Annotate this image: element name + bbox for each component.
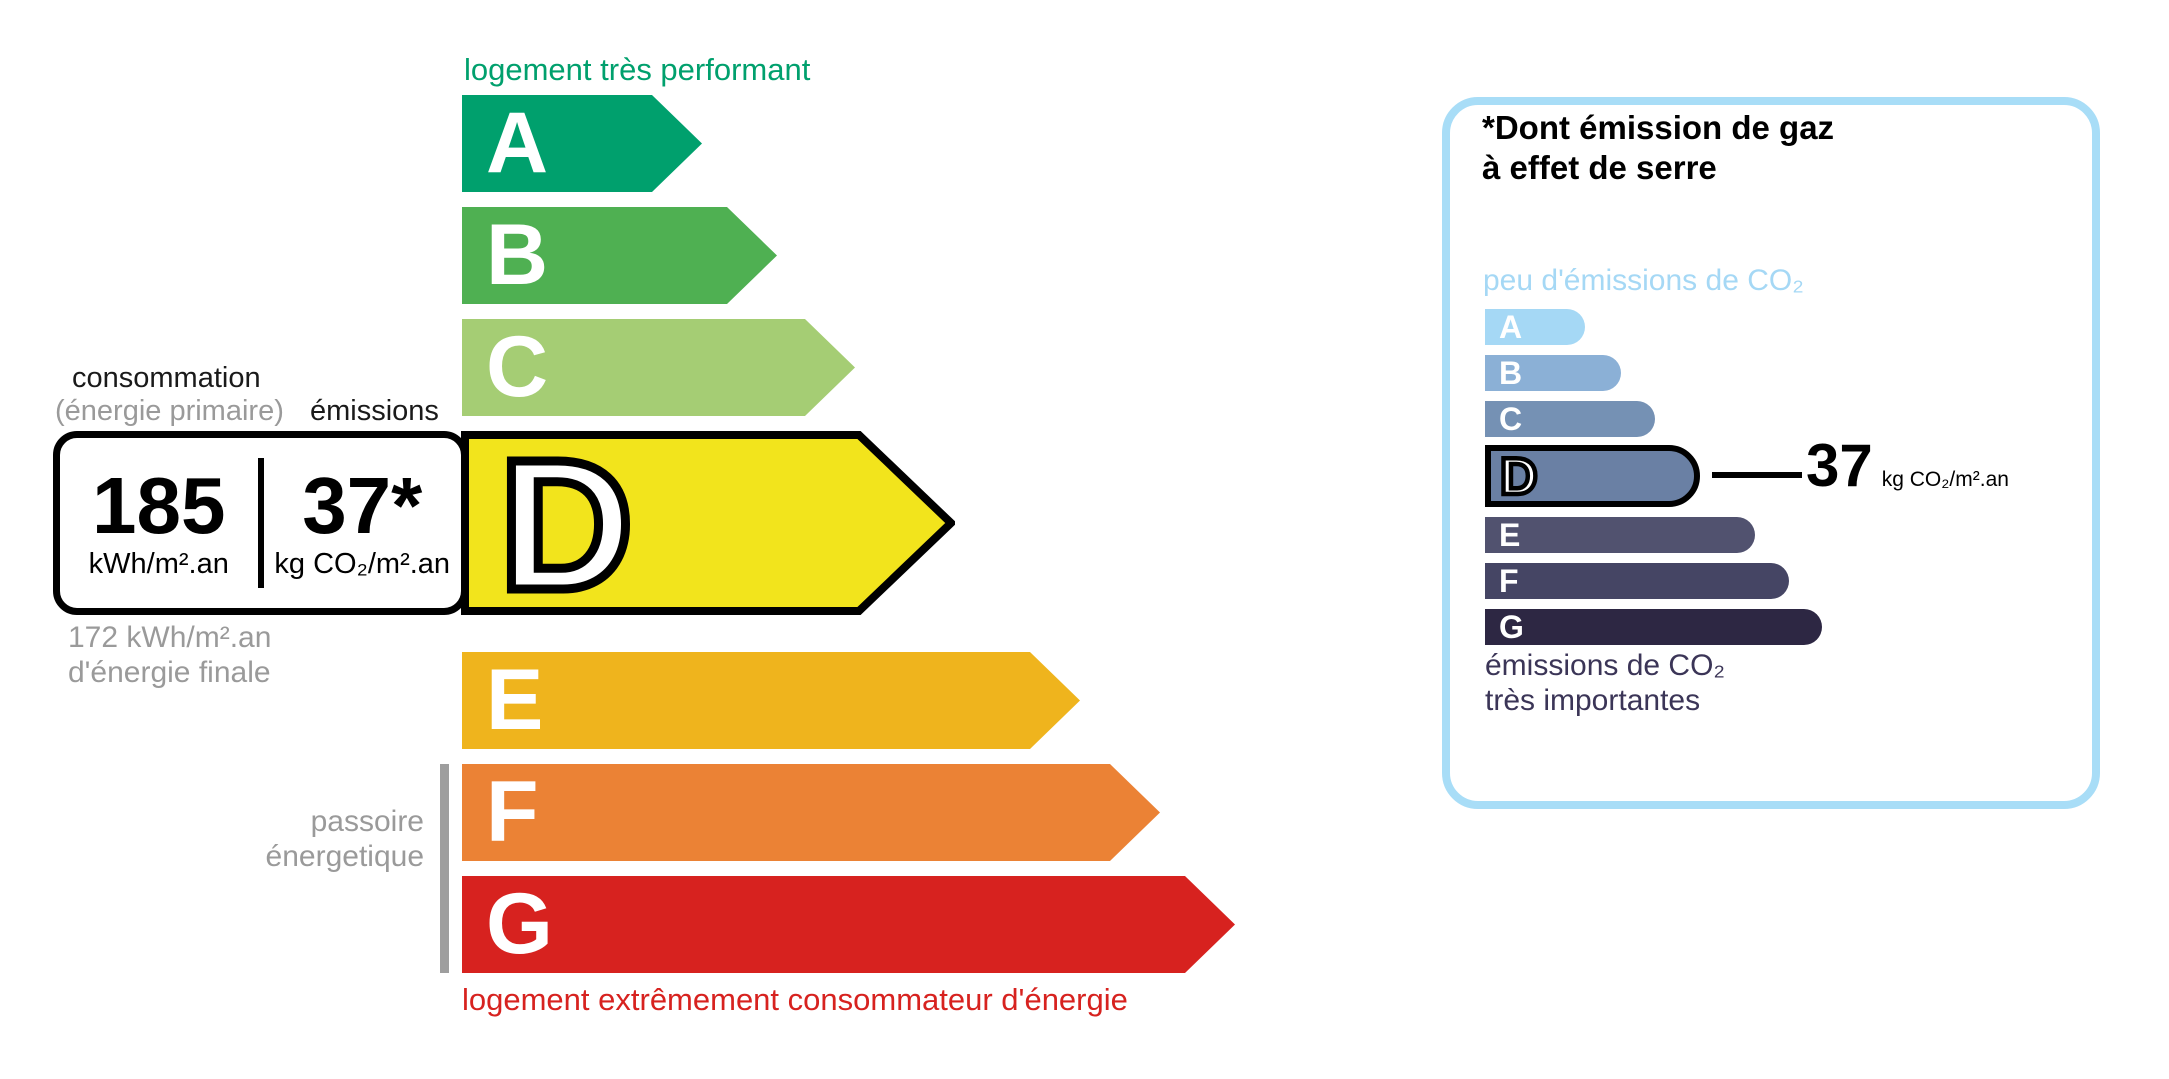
co2-panel-title: *Dont émission de gaz à effet de serre xyxy=(1482,108,1834,188)
co2-low-caption: peu d'émissions de CO₂ xyxy=(1483,264,1804,297)
energy-sieve-line2: énergetique xyxy=(265,840,424,873)
energy-class-g-letter: G xyxy=(486,876,553,972)
co2-value-connector-line xyxy=(1712,472,1802,478)
final-energy-note: 172 kWh/m².an d'énergie finale xyxy=(68,620,271,690)
co2-panel-title-line2: à effet de serre xyxy=(1482,149,1717,186)
co2-class-a-bar: A xyxy=(1485,309,1585,345)
final-energy-line1: 172 kWh/m².an xyxy=(68,621,272,654)
scale-top-caption: logement très performant xyxy=(464,52,811,87)
co2-class-c-letter: C xyxy=(1499,401,1523,437)
co2-class-g-bar: G xyxy=(1485,609,1822,645)
primary-energy-unit: kWh/m².an xyxy=(88,547,229,580)
energy-class-a-letter: A xyxy=(486,95,549,191)
emissions-value: 37* xyxy=(302,460,423,550)
energy-class-c-bar: C xyxy=(462,319,855,416)
co2-class-f-bar: F xyxy=(1485,563,1789,599)
primary-energy-subheader: (énergie primaire) xyxy=(55,395,284,427)
consumption-value-box: 185 kWh/m².an 37* kg CO₂/m².an xyxy=(53,431,468,615)
energy-class-g-bar: G xyxy=(462,876,1235,973)
co2-class-e-letter: E xyxy=(1499,517,1521,553)
final-energy-line2: d'énergie finale xyxy=(68,656,271,689)
co2-high-caption-line1: émissions de CO₂ xyxy=(1485,649,1726,682)
energy-class-f-letter: F xyxy=(486,764,539,860)
emissions-header: émissions xyxy=(310,395,439,427)
co2-class-d-pill: D xyxy=(1485,445,1700,507)
co2-class-a-letter: A xyxy=(1499,309,1523,345)
co2-panel-title-line1: *Dont émission de gaz xyxy=(1482,109,1835,146)
energy-sieve-line1: passoire xyxy=(310,805,424,838)
co2-high-caption: émissions de CO₂ très importantes xyxy=(1485,648,1725,718)
co2-value-number: 37 xyxy=(1806,432,1873,499)
emissions-unit: kg CO₂/m².an xyxy=(274,547,451,580)
primary-energy-value: 185 xyxy=(92,460,226,550)
primary-energy-cell: 185 kWh/m².an xyxy=(60,438,258,608)
co2-value-group: 37 kg CO₂/m².an xyxy=(1806,436,2009,496)
co2-high-caption-line2: très importantes xyxy=(1485,684,1701,717)
energy-class-b-letter: B xyxy=(486,207,549,303)
energy-class-e-letter: E xyxy=(486,652,544,748)
co2-class-d-letter: D xyxy=(1500,448,1538,506)
co2-class-b-letter: B xyxy=(1499,355,1523,391)
co2-value-unit: kg CO₂/m².an xyxy=(1881,468,2009,491)
energy-class-b-bar: B xyxy=(462,207,777,304)
consumption-header: consommation xyxy=(72,362,261,394)
co2-class-g-letter: G xyxy=(1499,609,1524,645)
energy-class-f-bar: F xyxy=(462,764,1160,861)
value-box-divider xyxy=(257,458,264,588)
co2-class-b-bar: B xyxy=(1485,355,1621,391)
co2-class-d-shape xyxy=(1485,445,1700,507)
scale-bottom-caption: logement extrêmement consommateur d'éner… xyxy=(462,982,1128,1017)
energy-class-a-bar: A xyxy=(462,95,702,192)
emissions-cell: 37* kg CO₂/m².an xyxy=(264,438,462,608)
co2-class-e-bar: E xyxy=(1485,517,1755,553)
energy-class-d-arrow: D xyxy=(461,431,955,615)
co2-class-c-bar: C xyxy=(1485,401,1655,437)
energy-sieve-bracket-bar xyxy=(440,764,449,973)
energy-sieve-label: passoire énergetique xyxy=(158,804,424,874)
energy-class-c-letter: C xyxy=(486,319,549,415)
energy-class-e-bar: E xyxy=(462,652,1080,749)
energy-class-d-letter: D xyxy=(499,431,633,615)
co2-class-f-letter: F xyxy=(1499,563,1519,599)
